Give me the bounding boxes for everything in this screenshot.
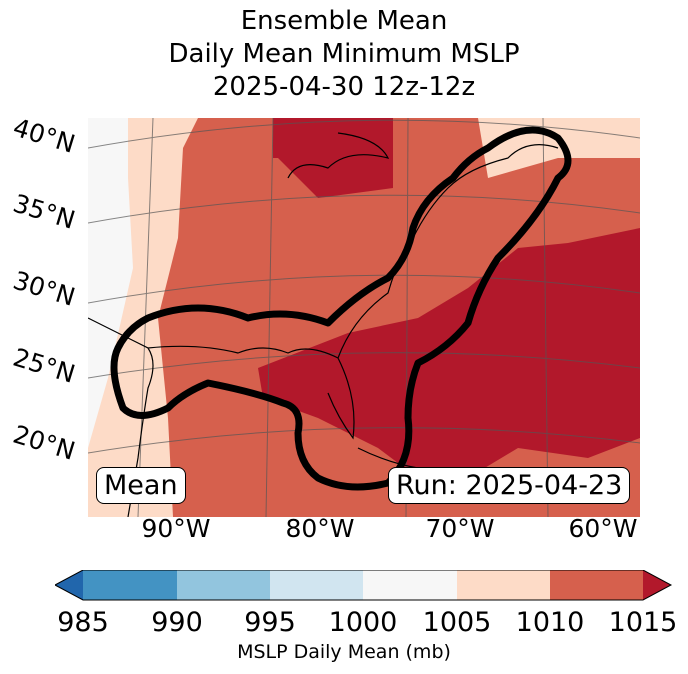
lat-label-25: 25°N bbox=[9, 342, 79, 389]
lat-label-35: 35°N bbox=[9, 188, 79, 235]
colorbar-tick-1000: 1000 bbox=[328, 607, 398, 638]
colorbar-bin-985-990 bbox=[83, 570, 177, 600]
colorbar-tick-995: 995 bbox=[244, 607, 296, 638]
mean-label-box: Mean bbox=[96, 467, 186, 504]
run-label-box: Run: 2025-04-23 bbox=[388, 467, 631, 504]
colorbar-extend-low bbox=[55, 570, 83, 600]
lon-label-80w: 80°W bbox=[285, 514, 355, 543]
lon-label-70w: 70°W bbox=[425, 514, 495, 543]
colorbar-bin-1005-1010 bbox=[457, 570, 550, 600]
colorbar-tick-1015: 1015 bbox=[608, 607, 678, 638]
map-plot bbox=[88, 118, 640, 517]
colorbar bbox=[55, 570, 673, 601]
title-line-1: Ensemble Mean bbox=[240, 6, 448, 36]
colorbar-bin-1000-1005 bbox=[363, 570, 457, 600]
colorbar-tick-1005: 1005 bbox=[422, 607, 492, 638]
lat-label-30: 30°N bbox=[9, 265, 79, 312]
colorbar-bin-990-995 bbox=[177, 570, 270, 600]
title-line-3: 2025-04-30 12z-12z bbox=[212, 72, 476, 102]
colorbar-extend-high bbox=[643, 570, 671, 600]
lon-label-90w: 90°W bbox=[141, 514, 211, 543]
colorbar-bin-1010-1015 bbox=[550, 570, 643, 600]
colorbar-tick-1010: 1010 bbox=[515, 607, 585, 638]
title-line-2: Daily Mean Minimum MSLP bbox=[168, 39, 520, 69]
lon-label-60w: 60°W bbox=[568, 514, 638, 543]
lat-label-40: 40°N bbox=[9, 112, 79, 159]
coastline bbox=[88, 132, 559, 517]
colorbar-label: MSLP Daily Mean (mb) bbox=[237, 641, 451, 663]
graticule bbox=[88, 118, 640, 517]
colorbar-tick-985: 985 bbox=[57, 607, 109, 638]
mean-contour bbox=[110, 126, 572, 491]
lat-label-20: 20°N bbox=[9, 419, 79, 466]
colorbar-tick-990: 990 bbox=[151, 607, 203, 638]
colorbar-bin-995-1000 bbox=[270, 570, 363, 600]
